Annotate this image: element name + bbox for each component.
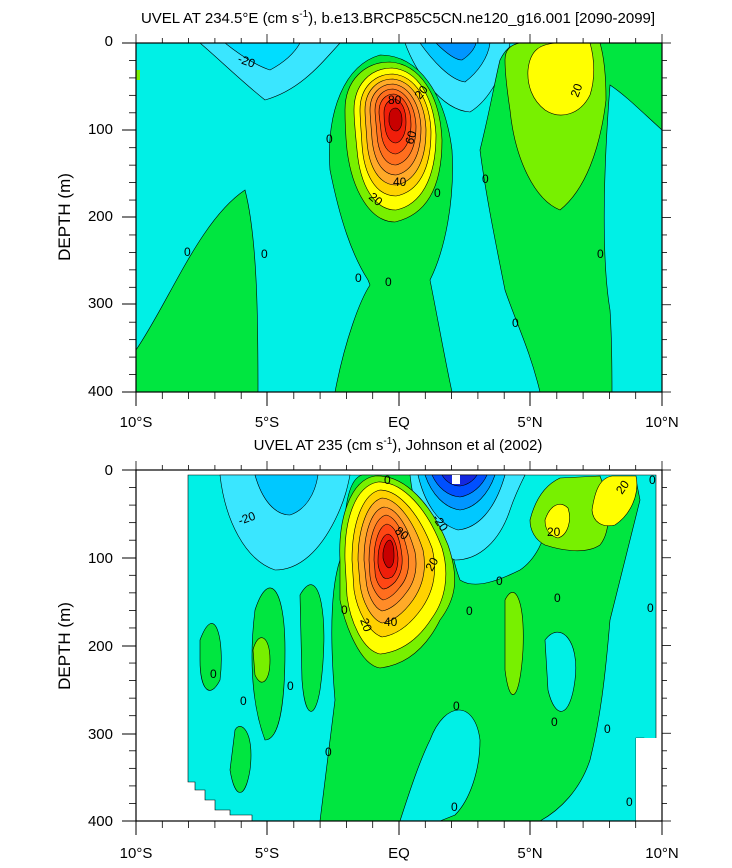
x-tick-label: 10°N xyxy=(645,845,679,862)
contour-label: 0 xyxy=(451,800,458,814)
contour-label: 0 xyxy=(466,604,473,618)
x-tick-label: EQ xyxy=(388,845,410,862)
contour-label: 0 xyxy=(434,186,441,200)
bottom-y-axis-label: DEPTH (m) xyxy=(55,602,74,690)
contour-label: 0 xyxy=(554,591,561,605)
bottom-contour-field xyxy=(136,470,662,821)
contour-label: 0 xyxy=(649,473,656,487)
y-tick-label: 0 xyxy=(105,462,113,479)
minor-ticks xyxy=(129,34,671,828)
contour-label: 0 xyxy=(325,745,332,759)
contour-label: 0 xyxy=(604,722,611,736)
top-panel-title: UVEL AT 234.5°E (cm s-1), b.e13.BRCP85C5… xyxy=(141,9,655,27)
x-tick-label: EQ xyxy=(388,414,410,431)
x-tick-label: 10°S xyxy=(120,845,153,862)
contour-label: 0 xyxy=(261,247,268,261)
y-tick-label: 300 xyxy=(88,726,113,743)
contour-label: 80 xyxy=(388,93,402,107)
contour-label: 0 xyxy=(384,473,391,487)
x-tick-label: 10°S xyxy=(120,414,153,431)
contour-label: 0 xyxy=(240,694,247,708)
bottom-contour-labels: -20 0 80 -20 20 20 40 20 0 0 0 0 0 0 0 0… xyxy=(210,473,656,814)
contour-label: 0 xyxy=(496,574,503,588)
contour-label: 0 xyxy=(453,699,460,713)
contour-label: -20 xyxy=(236,509,257,528)
y-tick-label: 200 xyxy=(88,208,113,225)
contour-label: 0 xyxy=(597,247,604,261)
y-tick-label: 400 xyxy=(88,383,113,400)
top-contour-field xyxy=(136,43,662,392)
x-tick-label: 5°S xyxy=(255,414,279,431)
top-panel: UVEL AT 234.5°E (cm s-1), b.e13.BRCP85C5… xyxy=(55,9,679,431)
contour-label: 0 xyxy=(551,715,558,729)
contour-label: 0 xyxy=(341,603,348,617)
y-tick-label: 100 xyxy=(88,121,113,138)
contour-label: -20 xyxy=(236,52,257,71)
contour-label: 0 xyxy=(210,667,217,681)
contour-label: 0 xyxy=(647,601,654,615)
bottom-panel: UVEL AT 235 (cm s-1), Johnson et al (200… xyxy=(55,436,679,862)
contour-label: 40 xyxy=(384,615,398,629)
contour-label: 0 xyxy=(482,172,489,186)
contour-label: 20 xyxy=(422,555,441,574)
top-x-ticks: 10°S 5°S EQ 5°N 10°N xyxy=(120,392,679,431)
contour-label: 0 xyxy=(287,679,294,693)
y-tick-label: 100 xyxy=(88,550,113,567)
y-tick-label: 200 xyxy=(88,638,113,655)
contour-label: 0 xyxy=(385,275,392,289)
bottom-panel-title: UVEL AT 235 (cm s-1), Johnson et al (200… xyxy=(254,436,543,454)
contour-label: 0 xyxy=(626,795,633,809)
x-tick-label: 10°N xyxy=(645,414,679,431)
y-tick-label: 400 xyxy=(88,813,113,830)
contour-label: 0 xyxy=(326,132,333,146)
x-tick-label: 5°N xyxy=(517,845,542,862)
top-y-ticks: 0 100 200 300 400 xyxy=(88,33,136,400)
bottom-x-ticks: 10°S 5°S EQ 5°N 10°N xyxy=(120,821,679,862)
contour-label: 20 xyxy=(568,81,586,99)
bottom-y-ticks: 0 100 200 300 400 xyxy=(88,462,136,830)
y-tick-label: 0 xyxy=(105,33,113,50)
x-tick-label: 5°S xyxy=(255,845,279,862)
contour-label: 20 xyxy=(357,616,375,634)
contour-label: 20 xyxy=(547,525,561,539)
contour-label: 0 xyxy=(355,271,362,285)
contour-label: 0 xyxy=(512,316,519,330)
x-tick-label: 5°N xyxy=(517,414,542,431)
contour-label: 60 xyxy=(402,129,419,146)
top-y-axis-label: DEPTH (m) xyxy=(55,173,74,261)
contour-label: 0 xyxy=(184,245,191,259)
contour-label: 40 xyxy=(393,175,407,189)
y-tick-label: 300 xyxy=(88,295,113,312)
